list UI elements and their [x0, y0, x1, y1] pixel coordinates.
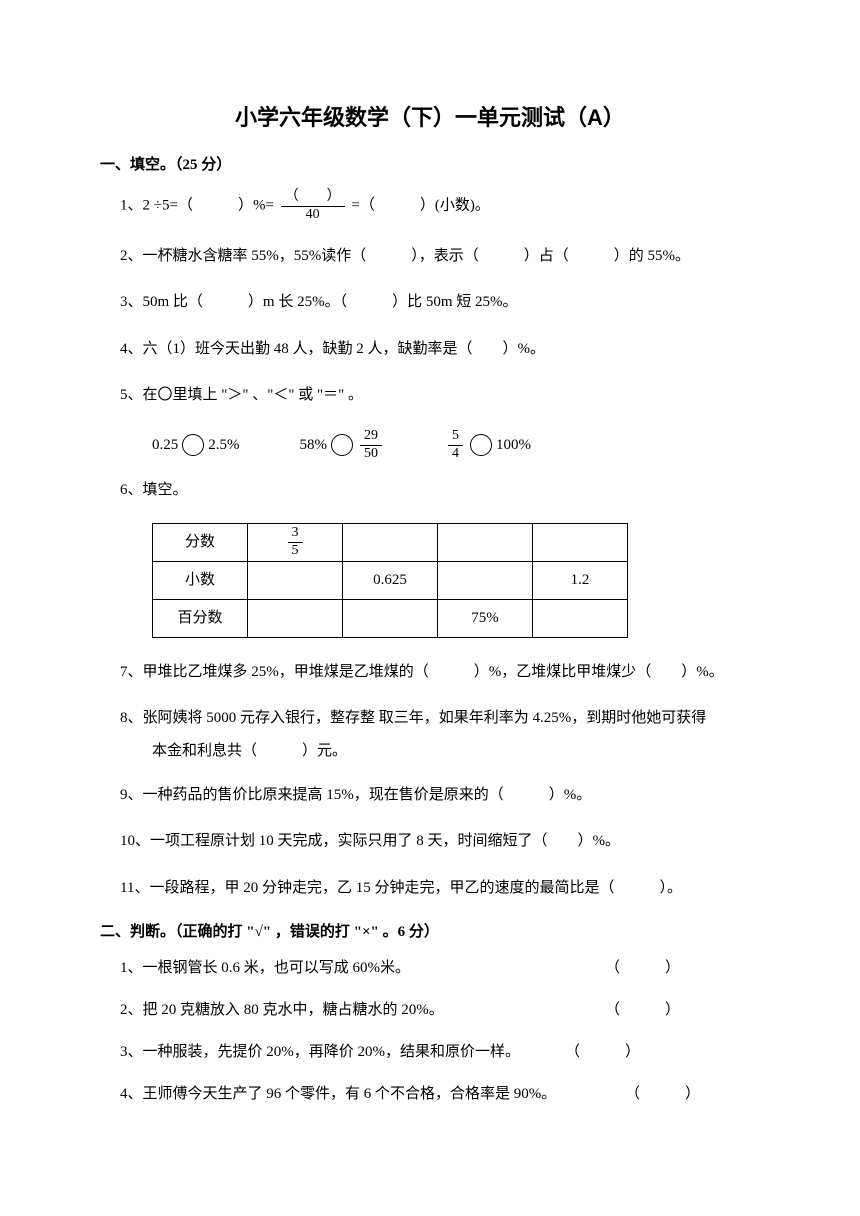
frac-num: 3 [288, 525, 303, 543]
q2: 2、一杯糖水含糖率 55%，55%读作（ ），表示（ ）占（ ）的 55%。 [120, 242, 760, 271]
s2-q1-blank: （ ） [605, 956, 760, 980]
q5-d-num: 29 [360, 428, 382, 446]
s2-q2-blank: （ ） [605, 998, 760, 1022]
cell-r3c4: 75% [438, 599, 533, 637]
q9: 9、一种药品的售价比原来提高 15%，现在售价是原来的（ ）%。 [120, 781, 760, 810]
cell-r3c3 [343, 599, 438, 637]
q1-suffix: =（ ）(小数)。 [348, 198, 490, 214]
q5-e-den: 4 [448, 446, 463, 463]
frac-den: 5 [288, 543, 303, 560]
cell-r1c2: 35 [248, 523, 343, 561]
q4: 4、六（1）班今天出勤 48 人，缺勤 2 人，缺勤率是（ ）%。 [120, 335, 760, 364]
q8b: 本金和利息共（ ）元。 [152, 739, 760, 763]
circle-icon [331, 434, 353, 456]
s2-q3: 3、一种服装，先提价 20%，再降价 20%，结果和原价一样。 （ ） [120, 1040, 760, 1064]
page-title: 小学六年级数学（下）一单元测试（A） [100, 100, 760, 135]
q1-frac-num: （ ） [281, 189, 345, 207]
table-row: 小数 0.625 1.2 [153, 561, 628, 599]
s2-q1: 1、一根钢管长 0.6 米，也可以写成 60%米。 （ ） [120, 956, 760, 980]
circle-icon [182, 434, 204, 456]
table-row: 百分数 75% [153, 599, 628, 637]
cell-r1c1: 分数 [153, 523, 248, 561]
q1-prefix: 1、2 ÷5=（ ）%= [120, 198, 278, 214]
s2-q4-blank: （ ） [625, 1082, 760, 1106]
q5-b: 2.5% [208, 433, 239, 457]
q5-c: 58% [300, 433, 328, 457]
s2-q4-text: 4、王师傅今天生产了 96 个零件，有 6 个不合格，合格率是 90%。 [120, 1082, 556, 1106]
q5-frac2: 54 [448, 428, 463, 463]
q5-comparisons: 0.25 2.5% 58% 2950 54 100% [152, 428, 760, 463]
table-row: 分数 35 [153, 523, 628, 561]
q7: 7、甲堆比乙堆煤多 25%，甲堆煤是乙堆煤的（ ）%，乙堆煤比甲堆煤少（ ）%。 [120, 658, 760, 687]
s2-q3-blank: （ ） [565, 1040, 760, 1064]
q5-e-num: 5 [448, 428, 463, 446]
q5-a: 0.25 [152, 433, 178, 457]
q5-comp1: 0.25 2.5% [152, 433, 240, 457]
q5-frac1: 2950 [360, 428, 382, 463]
cell-r1c5 [533, 523, 628, 561]
s2-q4: 4、王师傅今天生产了 96 个零件，有 6 个不合格，合格率是 90%。 （ ） [120, 1082, 760, 1106]
q6: 6、填空。 [120, 476, 760, 505]
q6-table: 分数 35 小数 0.625 1.2 百分数 75% [152, 523, 628, 638]
table-frac: 35 [288, 525, 303, 560]
q11: 11、一段路程，甲 20 分钟走完，乙 15 分钟走完，甲乙的速度的最简比是（ … [120, 874, 760, 903]
cell-r1c3 [343, 523, 438, 561]
s2-q2: 2、把 20 克糖放入 80 克水中，糖占糖水的 20%。 （ ） [120, 998, 760, 1022]
section2-header: 二、判断。（正确的打 "√" ，错误的打 "×" 。6 分） [100, 920, 760, 944]
section1-header: 一、填空。（25 分） [100, 153, 760, 177]
q5: 5、在〇里填上 "＞" 、"＜" 或 "＝" 。 [120, 381, 760, 410]
s2-q2-text: 2、把 20 克糖放入 80 克水中，糖占糖水的 20%。 [120, 998, 444, 1022]
q5-d-den: 50 [360, 446, 382, 463]
cell-r2c1: 小数 [153, 561, 248, 599]
s2-q3-text: 3、一种服装，先提价 20%，再降价 20%，结果和原价一样。 [120, 1040, 520, 1064]
q8a: 8、张阿姨将 5000 元存入银行，整存整 取三年，如果年利率为 4.25%，到… [120, 704, 760, 733]
q1-fraction: （ ）40 [281, 189, 345, 224]
q5-comp2: 58% 2950 [300, 428, 386, 463]
cell-r3c2 [248, 599, 343, 637]
q10: 10、一项工程原计划 10 天完成，实际只用了 8 天，时间缩短了（ ）%。 [120, 827, 760, 856]
circle-icon [470, 434, 492, 456]
q3: 3、50m 比（ ）m 长 25%。（ ）比 50m 短 25%。 [120, 288, 760, 317]
q1-frac-den: 40 [281, 207, 345, 224]
q5-f: 100% [496, 433, 531, 457]
cell-r2c5: 1.2 [533, 561, 628, 599]
cell-r2c2 [248, 561, 343, 599]
q1: 1、2 ÷5=（ ）%= （ ）40 =（ ）(小数)。 [120, 189, 760, 224]
s2-q1-text: 1、一根钢管长 0.6 米，也可以写成 60%米。 [120, 956, 410, 980]
q5-comp3: 54 100% [445, 428, 531, 463]
cell-r2c4 [438, 561, 533, 599]
cell-r3c5 [533, 599, 628, 637]
cell-r3c1: 百分数 [153, 599, 248, 637]
cell-r2c3: 0.625 [343, 561, 438, 599]
cell-r1c4 [438, 523, 533, 561]
